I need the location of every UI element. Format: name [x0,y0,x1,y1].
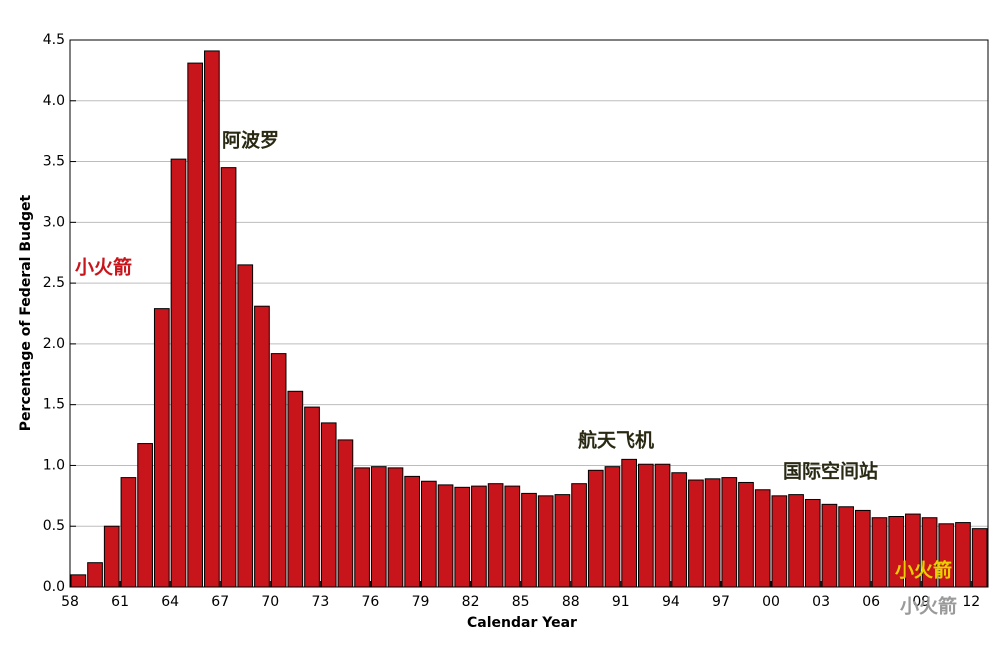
bar [153,308,170,588]
bar [688,479,704,588]
bar [120,477,137,588]
bar [788,494,804,588]
plot-frame [69,39,989,588]
bar [804,498,821,588]
x-tick-label: 03 [812,594,830,610]
bar [838,506,854,588]
bar [654,463,671,588]
bar [220,167,237,588]
bar [370,466,387,588]
x-tick-label: 09 [912,594,930,610]
x-tick-label: 61 [111,594,129,610]
bar [571,483,587,588]
bar [270,353,287,588]
annotation: 阿波罗 [222,129,279,152]
bar [487,483,504,588]
bar [554,494,571,588]
bar [854,509,871,588]
bar [754,489,771,588]
bar [721,477,738,588]
bar [587,469,604,588]
bar [604,466,621,588]
bar [387,467,404,588]
bar [404,475,421,588]
bar [287,390,304,588]
x-tick-label: 67 [211,594,229,610]
bar [971,528,988,588]
bar [320,422,337,588]
y-tick-label: 2.0 [43,336,65,352]
x-tick-label: 06 [862,594,880,610]
bar [187,62,204,588]
bar [521,492,537,588]
bar [504,485,521,588]
annotation: 小火箭 [75,256,132,279]
bar [87,562,103,588]
bar [254,305,270,588]
bar [421,480,437,588]
bar [454,486,471,588]
x-tick-label: 79 [412,594,430,610]
bar [137,443,153,588]
bar [537,495,554,588]
bar [671,472,688,588]
bar [771,495,788,588]
bar [304,406,320,588]
x-tick-label: 70 [261,594,279,610]
y-tick-label: 0.0 [43,579,65,595]
annotation: 小火箭 [895,559,952,582]
annotation: 航天飞机 [578,429,654,452]
bar [821,503,838,588]
x-tick-label: 82 [462,594,480,610]
bar [471,485,487,588]
bar [354,467,370,588]
y-tick-label: 1.0 [43,457,65,473]
y-tick-label: 3.5 [43,154,65,170]
x-tick-label: 88 [562,594,580,610]
x-tick-label: 58 [61,594,79,610]
bar [204,50,220,588]
y-tick-label: 4.0 [43,93,65,109]
bar [237,264,254,588]
x-tick-label: 85 [512,594,530,610]
bar [70,574,87,588]
y-tick-label: 4.5 [43,32,65,48]
bar [170,158,187,588]
bar [871,517,888,588]
y-tick-label: 2.5 [43,275,65,291]
y-tick-label: 0.5 [43,518,65,534]
annotation: 国际空间站 [783,460,878,483]
y-axis-title: Percentage of Federal Budget [18,194,34,431]
y-tick-label: 3.0 [43,214,65,230]
bar [437,484,454,588]
x-axis-title: Calendar Year [467,615,577,631]
bar [704,478,721,588]
x-tick-label: 91 [612,594,630,610]
x-tick-label: 94 [662,594,680,610]
bar [103,525,120,588]
y-tick-label: 1.5 [43,397,65,413]
x-tick-label: 64 [161,594,179,610]
bar [955,522,971,588]
x-tick-label: 12 [962,594,980,610]
bar [637,463,654,588]
x-tick-label: 76 [362,594,380,610]
x-tick-label: 97 [712,594,730,610]
x-tick-label: 73 [311,594,329,610]
bar [621,458,637,588]
bar [337,439,354,588]
annotation: 小火箭 [900,595,957,618]
bar [738,481,754,588]
x-tick-label: 00 [762,594,780,610]
